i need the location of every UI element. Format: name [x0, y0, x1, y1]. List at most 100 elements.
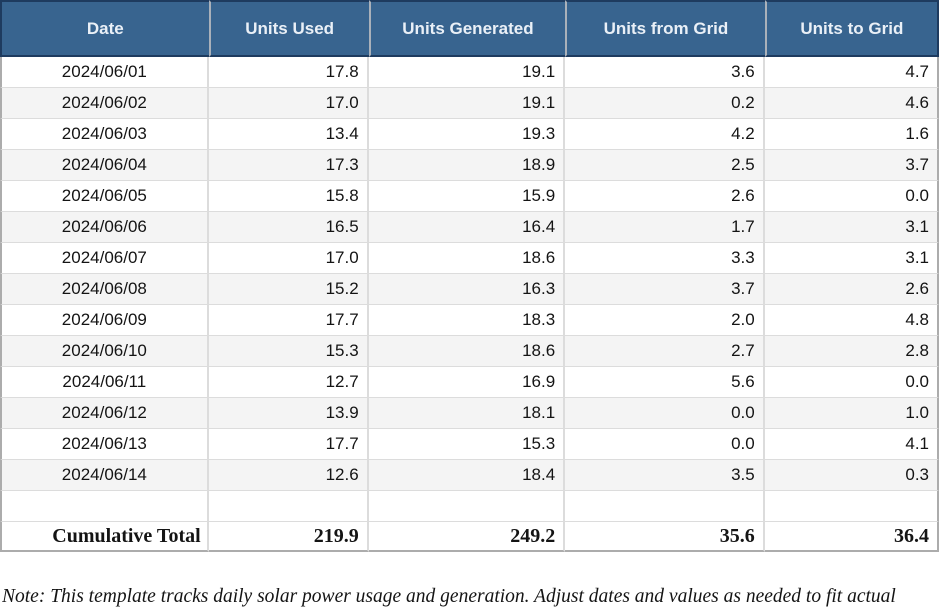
units-from-grid-cell: 1.7	[565, 212, 765, 243]
table-body: 2024/06/01 17.8 19.1 3.6 4.7 2024/06/02 17.0 19…	[0, 57, 939, 491]
units-used-cell: 17.7	[208, 429, 369, 460]
date-cell: 2024/06/07	[0, 243, 209, 274]
units-to-grid-cell: 0.3	[764, 460, 939, 491]
units-from-grid-cell: 2.0	[565, 305, 765, 336]
solar-power-table: Date Units Used Units Generated Units fr…	[0, 0, 939, 552]
units-generated-cell: 15.3	[368, 429, 566, 460]
units-generated-cell: 16.9	[368, 367, 566, 398]
units-from-grid-cell: 0.2	[565, 88, 765, 119]
total-units-from-grid: 35.6	[565, 522, 765, 552]
units-generated-cell: 16.3	[368, 274, 566, 305]
column-header-date: Date	[0, 0, 209, 57]
empty-cell	[764, 491, 939, 522]
units-to-grid-cell: 2.8	[764, 336, 939, 367]
total-units-used: 219.9	[208, 522, 369, 552]
units-generated-cell: 19.3	[368, 119, 566, 150]
date-cell: 2024/06/09	[0, 305, 209, 336]
column-header-units-from-grid: Units from Grid	[565, 0, 765, 57]
units-used-cell: 15.3	[208, 336, 369, 367]
date-cell: 2024/06/05	[0, 181, 209, 212]
table-row: 2024/06/09 17.7 18.3 2.0 4.8	[0, 305, 939, 336]
units-to-grid-cell: 2.6	[764, 274, 939, 305]
units-used-cell: 17.0	[208, 243, 369, 274]
units-to-grid-cell: 4.8	[764, 305, 939, 336]
units-to-grid-cell: 1.0	[764, 398, 939, 429]
units-from-grid-cell: 2.5	[565, 150, 765, 181]
empty-cell	[0, 491, 209, 522]
units-to-grid-cell: 0.0	[764, 367, 939, 398]
units-generated-cell: 18.6	[368, 336, 566, 367]
table-row: 2024/06/05 15.8 15.9 2.6 0.0	[0, 181, 939, 212]
units-generated-cell: 18.6	[368, 243, 566, 274]
units-from-grid-cell: 3.7	[565, 274, 765, 305]
column-header-units-used: Units Used	[208, 0, 369, 57]
date-cell: 2024/06/04	[0, 150, 209, 181]
units-used-cell: 17.0	[208, 88, 369, 119]
date-cell: 2024/06/12	[0, 398, 209, 429]
date-cell: 2024/06/13	[0, 429, 209, 460]
units-to-grid-cell: 3.1	[764, 243, 939, 274]
cumulative-total-label: Cumulative Total	[0, 522, 209, 552]
units-generated-cell: 18.1	[368, 398, 566, 429]
table-row: 2024/06/06 16.5 16.4 1.7 3.1	[0, 212, 939, 243]
units-used-cell: 13.9	[208, 398, 369, 429]
cumulative-total-row: Cumulative Total 219.9 249.2 35.6 36.4	[0, 522, 939, 552]
table-row: 2024/06/14 12.6 18.4 3.5 0.3	[0, 460, 939, 491]
date-cell: 2024/06/01	[0, 57, 209, 88]
table-row: 2024/06/10 15.3 18.6 2.7 2.8	[0, 336, 939, 367]
date-cell: 2024/06/11	[0, 367, 209, 398]
units-used-cell: 15.8	[208, 181, 369, 212]
units-from-grid-cell: 3.5	[565, 460, 765, 491]
units-to-grid-cell: 3.1	[764, 212, 939, 243]
date-cell: 2024/06/06	[0, 212, 209, 243]
units-from-grid-cell: 3.6	[565, 57, 765, 88]
units-generated-cell: 18.9	[368, 150, 566, 181]
units-to-grid-cell: 4.6	[764, 88, 939, 119]
units-generated-cell: 19.1	[368, 88, 566, 119]
units-generated-cell: 18.3	[368, 305, 566, 336]
table-row: 2024/06/04 17.3 18.9 2.5 3.7	[0, 150, 939, 181]
empty-row	[0, 491, 939, 522]
units-used-cell: 17.3	[208, 150, 369, 181]
table-row: 2024/06/12 13.9 18.1 0.0 1.0	[0, 398, 939, 429]
units-from-grid-cell: 2.6	[565, 181, 765, 212]
units-from-grid-cell: 0.0	[565, 398, 765, 429]
units-used-cell: 12.6	[208, 460, 369, 491]
units-to-grid-cell: 0.0	[764, 181, 939, 212]
units-from-grid-cell: 2.7	[565, 336, 765, 367]
date-cell: 2024/06/03	[0, 119, 209, 150]
table-row: 2024/06/01 17.8 19.1 3.6 4.7	[0, 57, 939, 88]
table-row: 2024/06/11 12.7 16.9 5.6 0.0	[0, 367, 939, 398]
units-to-grid-cell: 1.6	[764, 119, 939, 150]
units-generated-cell: 18.4	[368, 460, 566, 491]
footnote: Note: This template tracks daily solar p…	[2, 586, 896, 607]
column-header-units-generated: Units Generated	[368, 0, 566, 57]
units-to-grid-cell: 3.7	[764, 150, 939, 181]
column-header-units-to-grid: Units to Grid	[764, 0, 939, 57]
date-cell: 2024/06/08	[0, 274, 209, 305]
header-row: Date Units Used Units Generated Units fr…	[0, 0, 939, 57]
date-cell: 2024/06/10	[0, 336, 209, 367]
table-row: 2024/06/08 15.2 16.3 3.7 2.6	[0, 274, 939, 305]
empty-cell	[208, 491, 369, 522]
table-row: 2024/06/02 17.0 19.1 0.2 4.6	[0, 88, 939, 119]
units-to-grid-cell: 4.7	[764, 57, 939, 88]
units-used-cell: 12.7	[208, 367, 369, 398]
empty-cell	[368, 491, 566, 522]
empty-cell	[565, 491, 765, 522]
units-from-grid-cell: 5.6	[565, 367, 765, 398]
units-from-grid-cell: 3.3	[565, 243, 765, 274]
units-generated-cell: 16.4	[368, 212, 566, 243]
total-units-generated: 249.2	[368, 522, 566, 552]
units-used-cell: 15.2	[208, 274, 369, 305]
table-row: 2024/06/07 17.0 18.6 3.3 3.1	[0, 243, 939, 274]
units-to-grid-cell: 4.1	[764, 429, 939, 460]
units-generated-cell: 19.1	[368, 57, 566, 88]
date-cell: 2024/06/14	[0, 460, 209, 491]
units-from-grid-cell: 0.0	[565, 429, 765, 460]
units-used-cell: 17.8	[208, 57, 369, 88]
table-row: 2024/06/03 13.4 19.3 4.2 1.6	[0, 119, 939, 150]
units-used-cell: 17.7	[208, 305, 369, 336]
units-from-grid-cell: 4.2	[565, 119, 765, 150]
units-used-cell: 13.4	[208, 119, 369, 150]
